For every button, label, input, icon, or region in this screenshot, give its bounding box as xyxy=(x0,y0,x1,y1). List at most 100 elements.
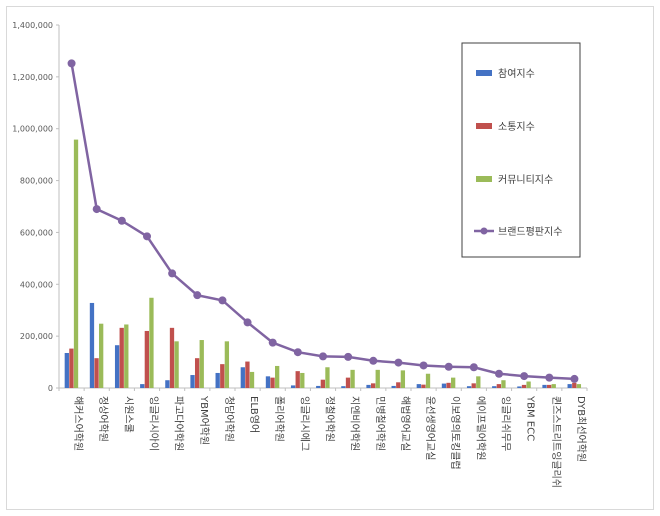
bar-1 xyxy=(89,302,95,388)
category-label: 해커스어학원 xyxy=(72,396,85,451)
legend-label: 커뮤니티지수 xyxy=(498,174,553,186)
brand-index-point xyxy=(268,338,277,347)
bar-3 xyxy=(149,297,154,388)
bar-3 xyxy=(526,381,531,388)
bar-1 xyxy=(366,384,371,388)
bar-1 xyxy=(190,375,195,388)
y-tick-label: 400,000 xyxy=(20,280,53,289)
bar-3 xyxy=(350,369,355,388)
brand-index-point xyxy=(92,205,101,214)
bar-2 xyxy=(194,358,200,388)
category-label: 지엔비어학원 xyxy=(349,396,361,451)
bar-2 xyxy=(270,377,275,388)
legend-swatch xyxy=(476,70,492,76)
bar-2 xyxy=(471,383,476,388)
bar-2 xyxy=(69,348,74,388)
brand-index-point xyxy=(570,374,579,383)
bar-3 xyxy=(174,341,179,388)
category-label: 청담어학원 xyxy=(223,396,235,442)
legend-label: 소통지수 xyxy=(498,121,535,133)
bar-2 xyxy=(245,361,250,388)
legend-box xyxy=(461,42,581,258)
bar-3 xyxy=(199,340,204,388)
category-label: 해법영어교실 xyxy=(399,396,412,451)
category-label: 퀸즈스트리트잉글리쉬 xyxy=(550,396,562,488)
brand-index-point xyxy=(545,373,554,382)
bar-3 xyxy=(501,380,506,388)
bar-2 xyxy=(345,377,351,388)
bar-2 xyxy=(370,383,376,388)
bar-3 xyxy=(400,370,406,388)
bar-1 xyxy=(290,385,296,388)
category-label: 이보영의토킹클럽 xyxy=(449,396,461,470)
brand-index-point xyxy=(444,362,453,371)
bar-3 xyxy=(451,377,456,388)
brand-index-point xyxy=(117,216,126,225)
category-label: 정철어학원 xyxy=(324,396,336,442)
category-label: YBM어학원 xyxy=(198,395,210,445)
bar-2 xyxy=(396,382,401,388)
y-tick-label: 200,000 xyxy=(20,332,53,341)
legend-label: 참여지수 xyxy=(498,68,535,80)
brand-index-point xyxy=(369,356,378,365)
bar-3 xyxy=(425,373,431,388)
category-label: 잉글리시아이 xyxy=(148,396,160,451)
bar-2 xyxy=(572,382,577,388)
brand-index-point xyxy=(469,363,478,372)
bar-1 xyxy=(215,372,220,388)
bar-2 xyxy=(521,384,527,388)
bar-2 xyxy=(446,382,451,388)
bar-3 xyxy=(576,384,582,388)
bar-2 xyxy=(94,358,99,388)
bar-3 xyxy=(551,384,556,388)
legend-swatch xyxy=(476,176,492,182)
category-label: ELB영어 xyxy=(248,396,260,433)
brand-index-point xyxy=(143,232,151,241)
bar-3 xyxy=(275,365,280,388)
y-tick-label: 1,400,000 xyxy=(12,21,53,30)
brand-index-point xyxy=(319,352,327,361)
brand-index-point xyxy=(520,372,529,381)
bar-3 xyxy=(325,367,330,388)
y-tick-label: 1,000,000 xyxy=(12,125,53,134)
brand-index-point xyxy=(168,269,177,278)
bar-1 xyxy=(165,380,170,388)
category-label: 시원스쿨 xyxy=(122,396,134,433)
bar-2 xyxy=(119,327,124,388)
brand-index-point xyxy=(293,348,302,357)
bar-3 xyxy=(73,139,79,388)
bar-1 xyxy=(416,384,421,388)
legend-swatch xyxy=(476,123,492,129)
bar-1 xyxy=(492,386,497,388)
category-label: 정상어학원 xyxy=(97,396,109,442)
bar-2 xyxy=(220,364,225,388)
brand-index-point xyxy=(218,296,227,305)
bar-2 xyxy=(496,384,501,388)
bar-3 xyxy=(300,372,305,388)
bar-2 xyxy=(144,330,149,388)
bar-2 xyxy=(169,327,175,388)
bar-3 xyxy=(99,323,104,388)
bar-1 xyxy=(341,386,346,388)
category-label: 에이프릴어학원 xyxy=(474,396,487,460)
bar-1 xyxy=(441,383,447,388)
bar-1 xyxy=(316,385,321,388)
category-label: 파고다어학원 xyxy=(173,396,185,451)
bar-1 xyxy=(265,376,271,388)
bar-1 xyxy=(391,385,396,388)
y-tick-label: 1,200,000 xyxy=(12,73,53,82)
bar-1 xyxy=(114,345,120,388)
bar-3 xyxy=(249,371,255,388)
y-tick-label: 800,000 xyxy=(20,177,53,186)
bar-1 xyxy=(140,384,145,388)
bar-3 xyxy=(224,341,230,388)
chart-frame: 0 200,000 400,000 600,000 800,000 1,000,000 1,… xyxy=(6,6,654,510)
brand-index-point xyxy=(243,318,252,327)
brand-index-point xyxy=(419,361,428,370)
bar-1 xyxy=(466,386,472,388)
bar-3 xyxy=(375,369,380,388)
category-label: 폴리어학원 xyxy=(273,396,285,442)
category-label: 잉글리시에그 xyxy=(298,396,310,451)
y-tick-label: 600,000 xyxy=(20,228,53,237)
brand-index-point xyxy=(495,369,503,378)
